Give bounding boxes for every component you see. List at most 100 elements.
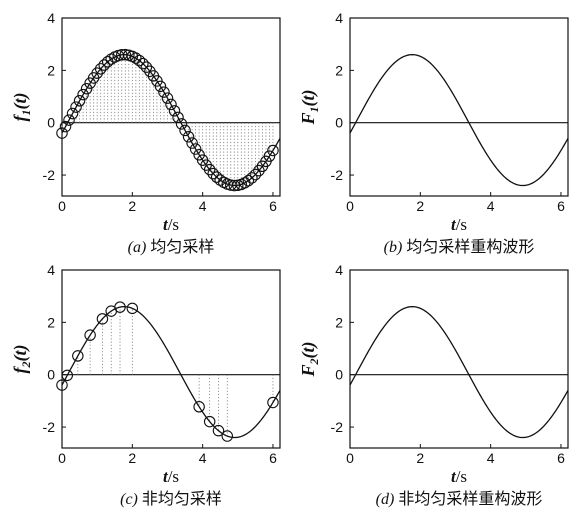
sample-point xyxy=(193,401,205,413)
x-axis-label: t/s xyxy=(163,215,179,234)
x-tick-label: 0 xyxy=(58,198,66,214)
sample-point xyxy=(158,86,170,98)
y-tick-label: 2 xyxy=(47,62,55,78)
sample-point xyxy=(186,137,198,149)
y-tick-label: -2 xyxy=(331,419,344,435)
sample-point xyxy=(249,168,262,181)
x-tick-label: 2 xyxy=(416,198,424,214)
sample-series xyxy=(56,48,279,192)
plot-frame xyxy=(349,17,569,197)
sample-point xyxy=(140,61,153,73)
sample-point xyxy=(126,302,139,315)
y-tick-label: -2 xyxy=(43,167,56,183)
panel-caption: (b) 均匀采样重构波形 xyxy=(384,238,535,256)
sample-point xyxy=(189,143,202,155)
panel-caption: (d) 非均匀采样重构波形 xyxy=(376,490,543,508)
x-tick-label: 6 xyxy=(557,450,565,466)
sample-point xyxy=(203,415,216,428)
sample-point xyxy=(59,120,72,133)
sample-point xyxy=(161,92,174,104)
x-tick-label: 2 xyxy=(416,450,424,466)
sample-point xyxy=(73,94,86,107)
x-tick-label: 0 xyxy=(58,450,66,466)
sample-point xyxy=(84,329,96,341)
sample-point xyxy=(56,127,68,139)
x-tick-label: 4 xyxy=(199,450,207,466)
x-tick-label: 0 xyxy=(346,450,354,466)
sample-series xyxy=(56,301,279,442)
sample-point xyxy=(96,313,109,325)
sample-point xyxy=(203,163,216,176)
y-axis-label: F1(t) xyxy=(298,89,321,125)
y-tick-label: 2 xyxy=(335,314,343,330)
sample-point xyxy=(246,172,258,184)
x-axis-label: t/s xyxy=(451,215,467,234)
y-tick-label: 4 xyxy=(335,262,343,278)
x-tick-label: 6 xyxy=(557,198,565,214)
x-tick-label: 2 xyxy=(128,450,136,466)
sample-point xyxy=(267,144,279,157)
panel-caption: (c) 非均匀采样 xyxy=(120,490,222,508)
y-tick-label: 2 xyxy=(335,62,343,78)
sample-point xyxy=(91,67,103,79)
y-tick-label: 0 xyxy=(335,115,343,131)
sample-point xyxy=(214,174,226,186)
sample-point xyxy=(61,369,74,382)
sample-point xyxy=(263,150,276,162)
x-tick-label: 4 xyxy=(487,198,495,214)
sample-point xyxy=(154,80,167,93)
sample-point xyxy=(137,57,149,70)
plot-frame xyxy=(349,269,569,449)
sample-point xyxy=(66,107,79,120)
sample-point xyxy=(212,424,225,437)
sample-point xyxy=(63,114,75,126)
sample-point xyxy=(94,63,107,75)
x-tick-label: 2 xyxy=(128,198,136,214)
sample-point xyxy=(72,350,84,362)
signal-curve xyxy=(61,53,281,187)
sample-point xyxy=(221,430,234,442)
y-tick-label: 0 xyxy=(47,115,55,131)
signal-curve xyxy=(61,305,281,439)
x-tick-label: 6 xyxy=(269,198,277,214)
plot-frame xyxy=(61,17,281,197)
x-tick-label: 4 xyxy=(487,450,495,466)
sample-point xyxy=(77,88,89,101)
x-tick-label: 4 xyxy=(199,198,207,214)
sample-point xyxy=(242,174,255,187)
sample-point xyxy=(172,111,184,124)
sample-point xyxy=(179,124,191,137)
sample-point xyxy=(133,54,146,67)
panel-caption: (a) 均匀采样 xyxy=(128,238,215,256)
sample-point xyxy=(165,98,177,111)
sample-point xyxy=(182,131,195,143)
y-tick-label: 2 xyxy=(47,314,55,330)
y-tick-label: 4 xyxy=(47,262,55,278)
x-axis-label: t/s xyxy=(451,467,467,486)
sample-point xyxy=(56,379,68,391)
y-tick-label: -2 xyxy=(43,419,56,435)
y-tick-label: 4 xyxy=(335,10,343,26)
signal-curve xyxy=(349,305,569,439)
x-axis-label: t/s xyxy=(163,467,179,486)
y-tick-label: -2 xyxy=(331,167,344,183)
sample-point xyxy=(175,118,188,130)
y-tick-label: 0 xyxy=(47,367,55,383)
y-axis-label: F2(t) xyxy=(298,341,321,377)
sample-point xyxy=(207,167,219,180)
y-tick-label: 0 xyxy=(335,367,343,383)
sample-point xyxy=(267,396,279,409)
plot-frame xyxy=(61,269,281,449)
y-axis-label: f2(t) xyxy=(10,345,33,374)
y-tick-label: 4 xyxy=(47,10,55,26)
sample-point xyxy=(98,59,110,71)
sample-point xyxy=(168,105,181,117)
x-tick-label: 6 xyxy=(269,450,277,466)
signal-curve xyxy=(349,53,569,187)
sample-point xyxy=(80,82,93,95)
